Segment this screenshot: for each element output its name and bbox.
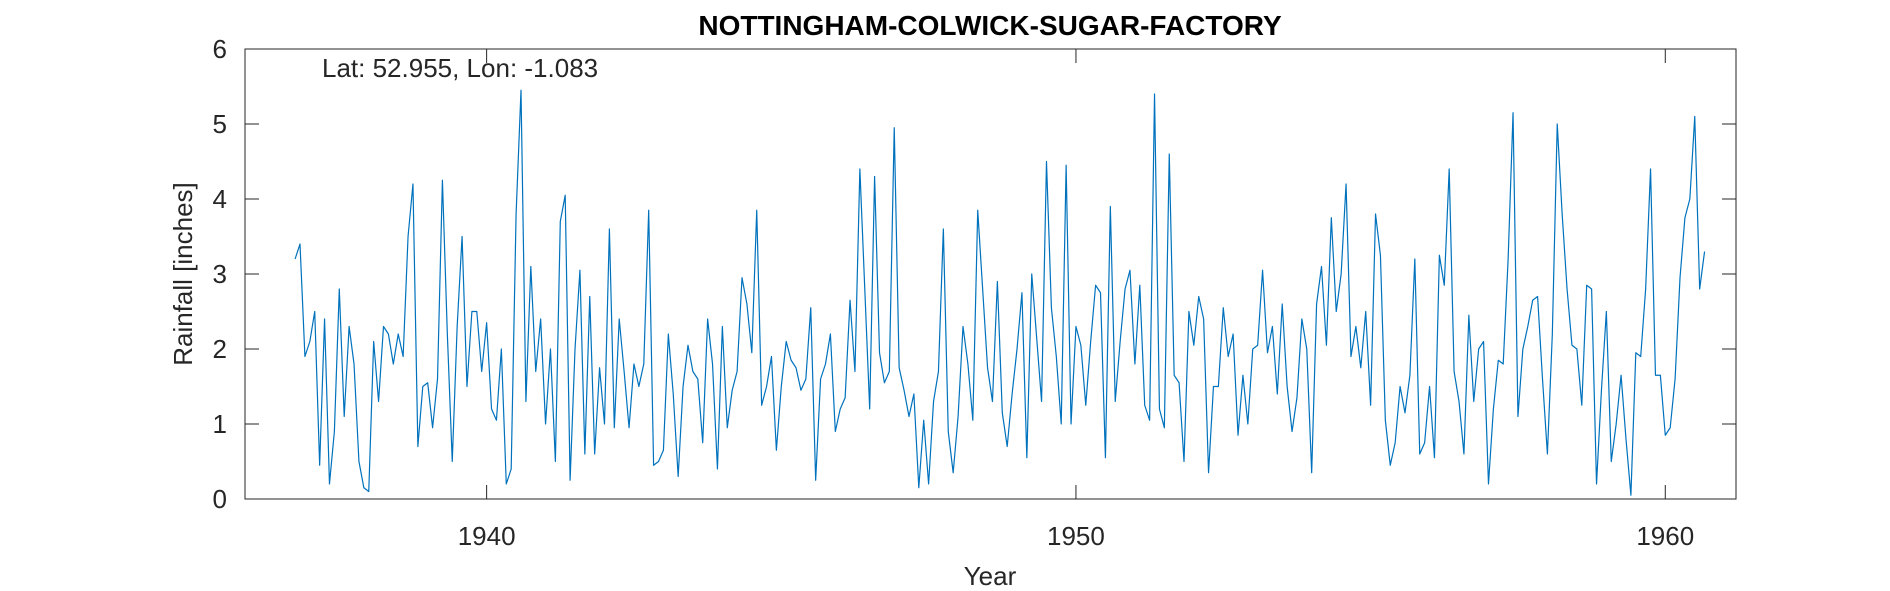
y-tick-label: 4 [213,184,227,214]
station-coordinates-annotation: Lat: 52.955, Lon: -1.083 [322,53,598,83]
y-tick-label: 5 [213,109,227,139]
y-tick-label: 3 [213,259,227,289]
x-tick-label: 1950 [1047,521,1105,551]
y-tick-label: 1 [213,409,227,439]
chart-title: NOTTINGHAM-COLWICK-SUGAR-FACTORY [698,10,1282,41]
series-layer [294,89,1706,496]
y-tick-label: 0 [213,484,227,514]
x-axis-label: Year [964,561,1017,591]
y-tick-label: 6 [213,34,227,64]
plot-area [245,49,1736,499]
y-tick-label: 2 [213,334,227,364]
series-line-0 [294,89,1706,496]
x-tick-label: 1960 [1636,521,1694,551]
x-axis: 1940 1950 1960 [458,49,1694,551]
y-axis: 0 1 2 3 4 5 6 [213,34,1736,514]
x-tick-label: 1940 [458,521,516,551]
y-axis-label: Rainfall [inches] [168,182,198,366]
